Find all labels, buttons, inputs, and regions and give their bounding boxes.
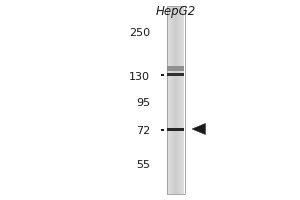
Bar [170,6,171,194]
Bar [172,6,173,194]
Text: HepG2: HepG2 [155,4,196,18]
Text: 130: 130 [129,72,150,82]
Bar [176,6,177,194]
Bar [183,6,184,194]
Text: 95: 95 [136,98,150,108]
Text: 72: 72 [136,126,150,136]
Bar [169,6,170,194]
Bar [171,6,172,194]
Bar [173,6,174,194]
Bar [167,6,184,194]
Bar [167,66,184,71]
Bar [167,6,168,194]
Bar [180,6,181,194]
Text: 55: 55 [136,160,150,170]
Text: 250: 250 [129,28,150,38]
Bar [174,6,175,194]
Bar [182,6,183,194]
Bar [160,74,164,76]
Polygon shape [192,123,206,135]
Bar [168,6,169,194]
Bar [160,129,164,131]
Bar [177,6,178,194]
Bar [179,6,180,194]
Bar [175,6,176,194]
Bar [167,73,184,76]
Bar [167,128,184,131]
